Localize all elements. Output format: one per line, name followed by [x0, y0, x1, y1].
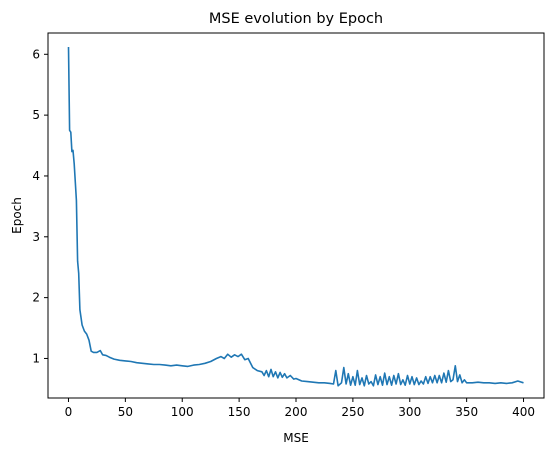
x-tick-label: 100	[171, 405, 194, 419]
x-tick-label: 50	[118, 405, 133, 419]
x-tick-label: 150	[228, 405, 251, 419]
series-line	[67, 46, 524, 387]
axes-frame	[47, 32, 545, 399]
x-tick-label: 300	[398, 405, 421, 419]
y-tick-label: 4	[32, 169, 40, 183]
x-tick-label: 0	[65, 405, 73, 419]
y-tick-label: 3	[32, 230, 40, 244]
x-tick-label: 200	[285, 405, 308, 419]
chart-title: MSE evolution by Epoch	[209, 11, 383, 27]
x-tick-label: 400	[512, 405, 535, 419]
plot-area: 0 50 100 150 200 250 300 350 400 1 2 3 4 5 6	[32, 32, 545, 419]
y-axis-label: Epoch	[10, 197, 24, 234]
x-axis-label: MSE	[283, 431, 309, 445]
y-tick-label: 6	[32, 47, 40, 61]
x-axis-ticks: 0 50 100 150 200 250 300 350 400	[65, 398, 535, 419]
x-tick-label: 350	[455, 405, 478, 419]
y-tick-label: 1	[32, 351, 40, 365]
y-tick-label: 5	[32, 108, 40, 122]
x-tick-label: 250	[341, 405, 364, 419]
y-axis-ticks: 1 2 3 4 5 6	[32, 47, 48, 365]
y-tick-label: 2	[32, 291, 40, 305]
